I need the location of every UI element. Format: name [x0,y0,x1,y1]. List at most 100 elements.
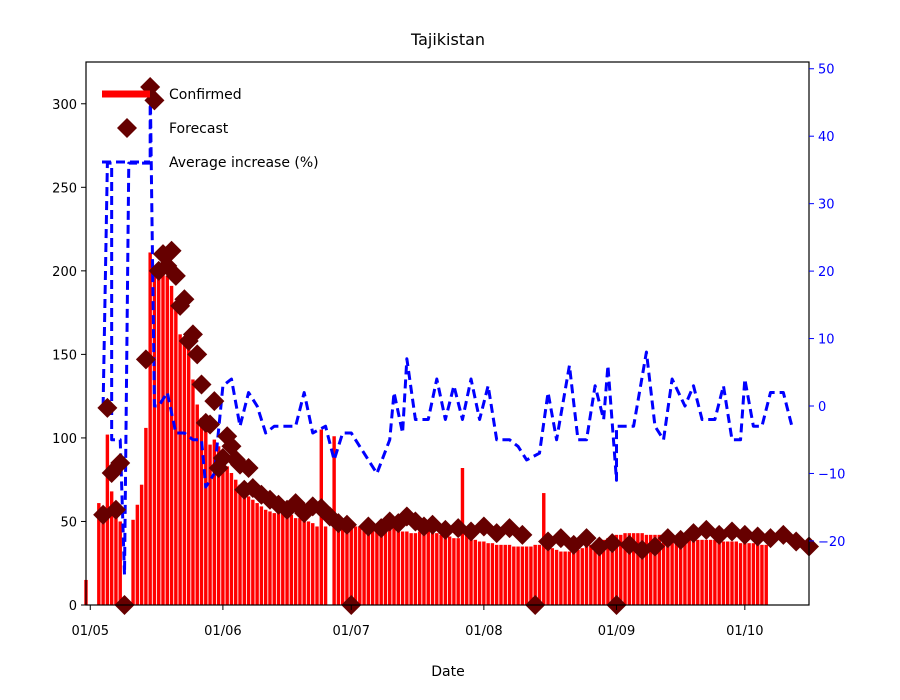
bar-confirmed [298,518,302,605]
bar-confirmed [717,541,721,605]
bar-confirmed [161,265,165,605]
bar-confirmed [306,521,311,605]
marker-forecast [576,528,597,549]
bar-confirmed [251,499,255,605]
y2-tick-label: 40 [818,130,835,145]
bar-confirmed [704,539,709,605]
bar-confirmed [109,491,114,605]
bar-confirmed [430,531,435,605]
bar-confirmed [152,270,157,605]
bar-confirmed [683,538,687,605]
bar-confirmed [379,526,383,605]
marker-forecast [336,514,357,535]
bar-confirmed [486,543,490,605]
bar-confirmed [118,521,122,605]
marker-forecast [110,452,131,473]
legend-label: Average increase (%) [169,155,319,171]
line-layer [101,80,794,577]
y2-tick-label: 50 [818,63,835,78]
chart-title: Tajikistan [410,30,485,49]
marker-forecast [174,289,195,310]
y-tick-label: 250 [52,181,77,196]
y2-tick-label: 0 [818,400,826,415]
bar-confirmed [362,528,366,605]
marker-forecast [512,524,533,545]
bar-confirmed [529,546,533,605]
bar-confirmed [435,533,439,605]
bar-confirmed [340,523,345,605]
marker-forecast [97,397,118,418]
bar-confirmed [199,417,204,605]
bars-layer [84,252,768,605]
bar-confirmed [473,539,478,605]
bar-confirmed [730,541,734,605]
bar-confirmed [276,511,281,605]
bar-confirmed [370,524,375,605]
bar-confirmed [242,491,246,605]
bar-confirmed [734,541,738,605]
x-tick-label: 01/06 [204,624,241,639]
marker-forecast [161,240,182,261]
bar-confirmed [268,511,272,605]
bar-confirmed [755,543,760,605]
legend: Confirmed Forecast Average increase (%) [102,87,319,171]
bar-confirmed [614,534,619,605]
bar-confirmed [349,528,353,605]
marker-forecast [191,374,212,395]
y-tick-label: 100 [52,432,77,447]
bar-confirmed [747,543,751,605]
bar-confirmed [571,551,576,605]
bar-confirmed [606,538,610,605]
x-tick-label: 01/10 [726,624,763,639]
bar-confirmed [589,544,593,605]
bar-confirmed [281,509,285,605]
bar-confirmed [503,544,507,605]
bar-confirmed [229,473,234,605]
bar-confirmed [456,538,460,605]
bar-confirmed [169,285,174,605]
bar-confirmed [212,439,217,605]
x-tick-label: 01/05 [72,624,109,639]
bar-confirmed [494,544,499,605]
marker-forecast [182,324,203,345]
y-tick-label: 200 [52,265,77,280]
bar-confirmed [580,548,584,605]
y2-tick-label: −10 [818,467,845,482]
plot-frame [85,61,810,606]
bar-confirmed [546,546,550,605]
bar-confirmed [400,531,405,605]
bar-confirmed [743,543,747,605]
marker-forecast [602,533,623,554]
bar-confirmed [678,538,683,605]
bar-confirmed [507,544,512,605]
bar-confirmed [666,536,670,605]
bar-confirmed [234,479,238,605]
bar-confirmed [597,541,602,605]
bar-confirmed [101,518,105,605]
bar-confirmed [623,533,627,605]
axes-layer: 0 50 100 150 200 250 300 −20 −10 0 10 20 30 40 50 01/05… [52,63,845,639]
x-axis-label: Date [431,664,464,680]
bar-confirmed [447,536,452,605]
marker-forecast [200,414,221,435]
bar-confirmed [619,534,623,605]
bar-confirmed [289,514,294,605]
marker-forecast [358,516,379,537]
bar-confirmed [439,534,443,605]
bar-confirmed [246,496,251,605]
bar-confirmed [636,533,640,605]
bar-confirmed [216,446,221,605]
bar-confirmed [657,534,661,605]
bar-confirmed [417,531,422,605]
bar-confirmed [323,526,328,605]
bar-confirmed [259,506,264,605]
bar-confirmed [345,526,349,605]
bar-confirmed [388,529,392,605]
marker-forecast [105,499,126,520]
bar-confirmed [422,531,426,605]
marker-forecast [657,528,678,549]
bar-confirmed [738,543,743,605]
bar-confirmed [302,519,306,605]
bar-confirmed [593,543,597,605]
